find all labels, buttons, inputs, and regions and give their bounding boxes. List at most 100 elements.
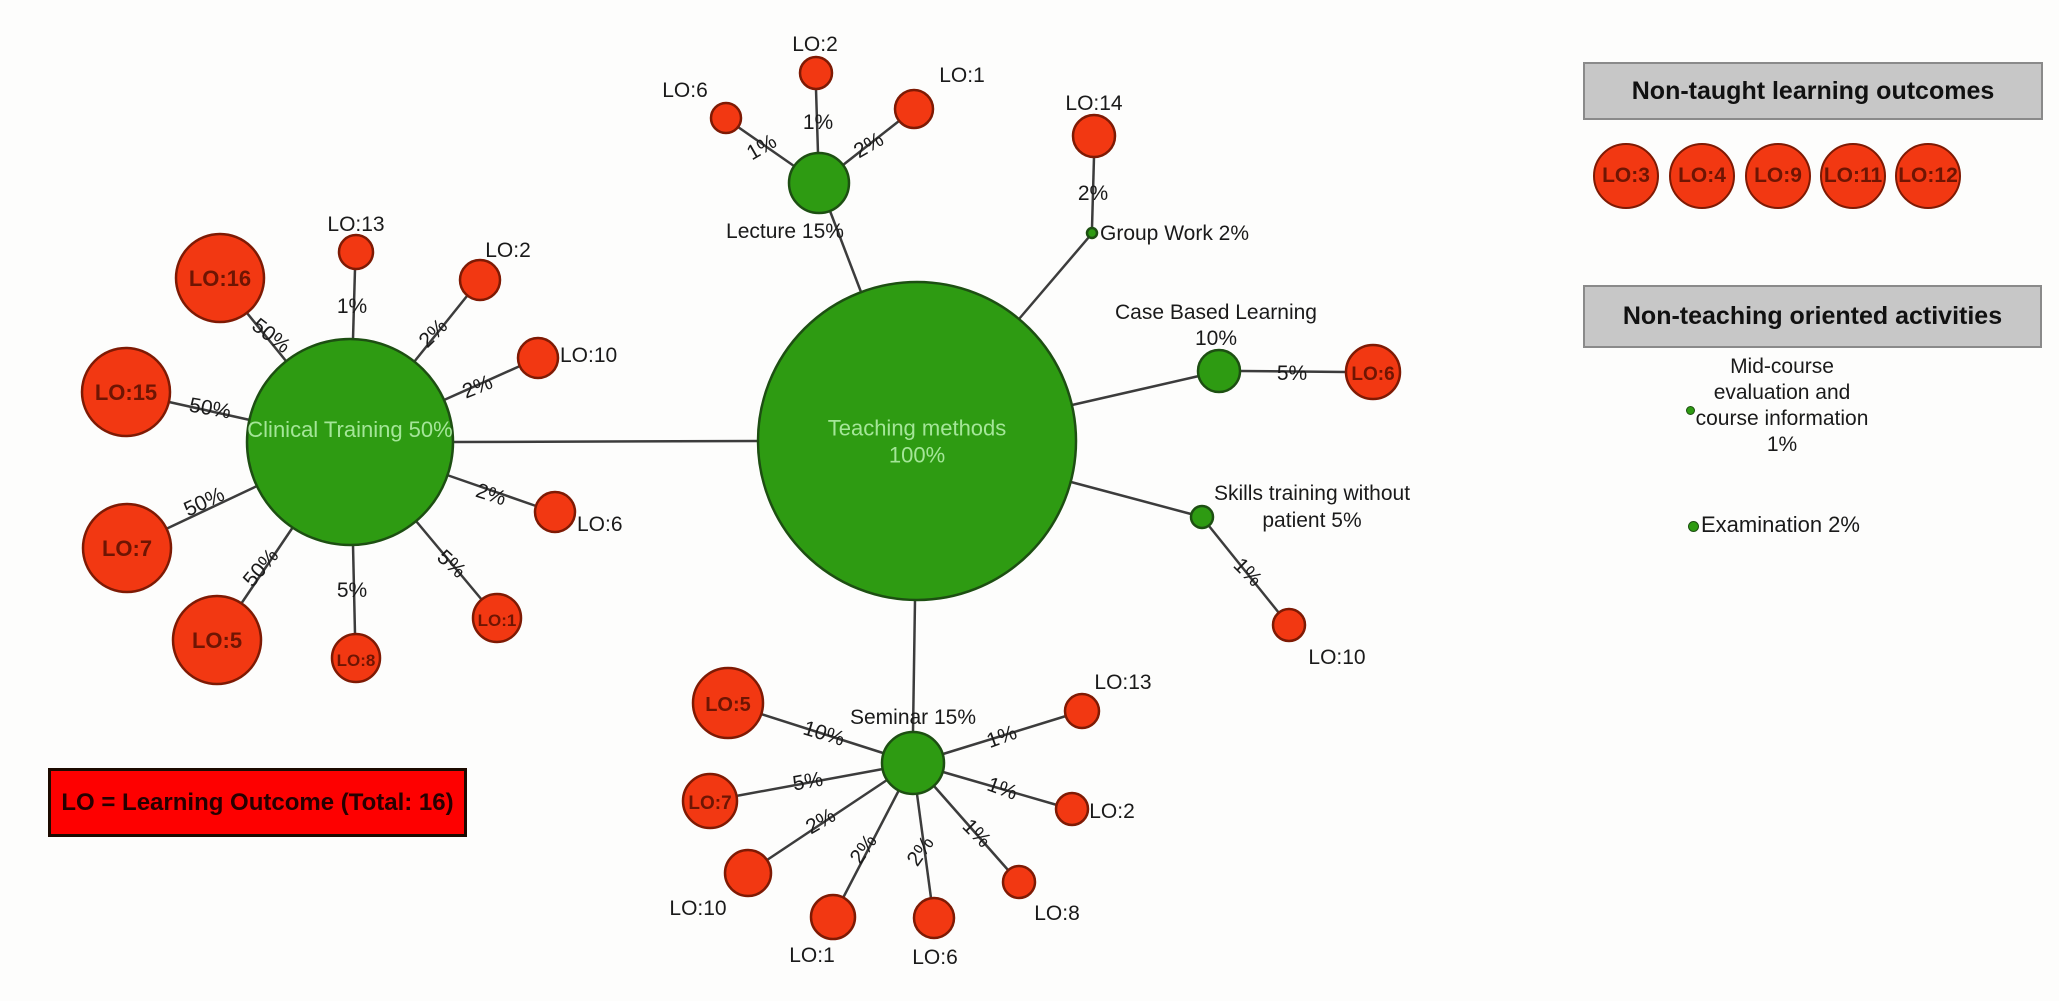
edge-clinical-training--teaching-methods (452, 439, 759, 444)
edge-clinical-training--cli-lo7 (165, 484, 258, 531)
mid-course-line: Mid-course (1730, 355, 1834, 378)
edge-clinical-training--cli-lo10 (443, 364, 521, 402)
edge-case-based-learning--cbl-lo6 (1239, 369, 1347, 374)
node-sem-lo7 (681, 772, 739, 830)
edge-clinical-training--cli-lo2 (413, 295, 468, 363)
non-taught-lo-circle: LO:12 (1895, 143, 1961, 209)
edge-clinical-training--cli-lo16 (246, 312, 287, 362)
edge-label-seminar--sem-lo5: 10% (800, 717, 847, 751)
node-text-cli-lo15: LO:15 (95, 380, 157, 405)
node-text-cli-lo8: LO:8 (337, 651, 376, 670)
label-cli-lo10: LO:10 (560, 344, 617, 367)
label-sem-lo13: LO:13 (1094, 671, 1151, 694)
mid-course-line: evaluation and (1713, 381, 1851, 404)
edge-lecture--lec-lo2 (814, 88, 820, 154)
node-text-cli-lo5: LO:5 (192, 628, 242, 653)
edge-seminar--sem-lo5 (760, 712, 884, 755)
node-clinical-training (245, 337, 455, 547)
node-cli-lo10 (516, 336, 560, 380)
edge-label-clinical-training--cli-lo8: 5% (337, 579, 367, 602)
node-ski-lo10 (1271, 607, 1307, 643)
edge-seminar--sem-lo2 (942, 770, 1058, 807)
node-cli-lo8 (330, 632, 382, 684)
label-sem-lo1: LO:1 (789, 944, 835, 967)
edge-label-group-work--grp-lo14: 2% (1078, 182, 1108, 205)
edge-clinical-training--cli-lo1 (415, 520, 483, 601)
node-cli-lo13 (337, 233, 375, 271)
non-taught-lo-circle: LO:4 (1669, 143, 1735, 209)
label-cli-lo13: LO:13 (327, 213, 384, 236)
node-group-work (1085, 226, 1099, 240)
node-text-teaching-methods: Teaching methods (828, 416, 1007, 441)
non-taught-lo-label: LO:12 (1898, 164, 1958, 187)
non-taught-lo-label: LO:3 (1602, 164, 1650, 187)
non-taught-lo-circle: LO:3 (1593, 143, 1659, 209)
label-lecture: Lecture 15% (726, 220, 844, 243)
label-seminar: Seminar 15% (850, 706, 976, 729)
node-cli-lo2 (458, 258, 502, 302)
node-sem-lo10 (723, 848, 773, 898)
non-taught-lo-circle: LO:9 (1745, 143, 1811, 209)
node-case-based-learning (1196, 348, 1242, 394)
node-cli-lo5 (171, 594, 263, 686)
node-seminar (880, 730, 946, 796)
mid-course-line: course information (1695, 407, 1869, 430)
node-text-cbl-lo6: LO:6 (1351, 364, 1394, 385)
node-sem-lo2 (1054, 791, 1090, 827)
non-teaching-activities-header: Non-teaching oriented activities (1583, 285, 2042, 348)
label-sem-lo6: LO:6 (912, 946, 958, 969)
node-lec-lo1 (893, 88, 935, 130)
lo-legend-box: LO = Learning Outcome (Total: 16) (48, 768, 467, 837)
edge-teaching-methods--lecture (828, 210, 863, 293)
edge-seminar--sem-lo13 (942, 714, 1067, 756)
edge-lecture--lec-lo1 (842, 120, 900, 166)
node-sem-lo13 (1063, 692, 1101, 730)
edge-label-clinical-training--cli-lo10: 2% (459, 371, 496, 404)
node-lecture (787, 151, 851, 215)
mid-course-dot-icon (1686, 406, 1695, 415)
label-lec-lo6: LO:6 (662, 79, 708, 102)
label-grp-lo14: LO:14 (1065, 92, 1123, 115)
edge-label-clinical-training--cli-lo7: 50% (180, 483, 228, 522)
edge-skills-training--ski-lo10 (1208, 525, 1280, 614)
label-sem-lo2: LO:2 (1089, 800, 1135, 823)
label-skills-training: Skills training without (1214, 482, 1410, 505)
node-text-sem-lo5: LO:5 (705, 694, 751, 716)
node-text-teaching-methods: 100% (889, 443, 945, 468)
label-skills-training-1: patient 5% (1262, 509, 1361, 532)
edge-seminar--sem-lo6 (915, 793, 933, 899)
node-teaching-methods (756, 280, 1078, 602)
node-lec-lo6 (709, 101, 743, 135)
node-text-cli-lo7: LO:7 (102, 536, 152, 561)
non-teaching-activities-title: Non-teaching oriented activities (1622, 302, 2003, 330)
label-group-work: Group Work 2% (1100, 222, 1249, 245)
edge-seminar--sem-lo10 (766, 778, 888, 862)
node-sem-lo8 (1001, 864, 1037, 900)
label-sem-lo8: LO:8 (1034, 902, 1080, 925)
edge-label-clinical-training--cli-lo6: 2% (473, 479, 509, 510)
node-cli-lo16 (174, 232, 266, 324)
lo-legend-text: LO = Learning Outcome (Total: 16) (61, 788, 454, 816)
node-cli-lo6 (533, 490, 577, 534)
edge-label-seminar--sem-lo7: 5% (791, 768, 825, 796)
edge-label-case-based-learning--cbl-lo6: 5% (1277, 362, 1307, 385)
node-sem-lo5 (691, 666, 765, 740)
edge-clinical-training--cli-lo5 (239, 526, 295, 605)
edge-label-clinical-training--cli-lo13: 1% (337, 295, 367, 318)
label-lec-lo2: LO:2 (792, 33, 838, 56)
node-grp-lo14 (1071, 113, 1117, 159)
node-text-clinical-training: Clinical Training 50% (247, 417, 452, 442)
edge-clinical-training--cli-lo15 (168, 400, 251, 422)
examination-dot-icon (1688, 521, 1699, 532)
edge-label-lecture--lec-lo2: 1% (803, 111, 833, 134)
label-case-based-learning: Case Based Learning (1115, 301, 1317, 324)
node-sem-lo6 (912, 896, 956, 940)
edge-seminar--sem-lo1 (841, 789, 901, 899)
node-lec-lo2 (798, 55, 834, 91)
non-taught-lo-label: LO:4 (1678, 164, 1726, 187)
edge-teaching-methods--skills-training (1070, 480, 1192, 516)
edge-teaching-methods--seminar (911, 599, 917, 733)
non-taught-outcomes-title: Non-taught learning outcomes (1631, 76, 1995, 105)
node-cli-lo7 (81, 502, 173, 594)
